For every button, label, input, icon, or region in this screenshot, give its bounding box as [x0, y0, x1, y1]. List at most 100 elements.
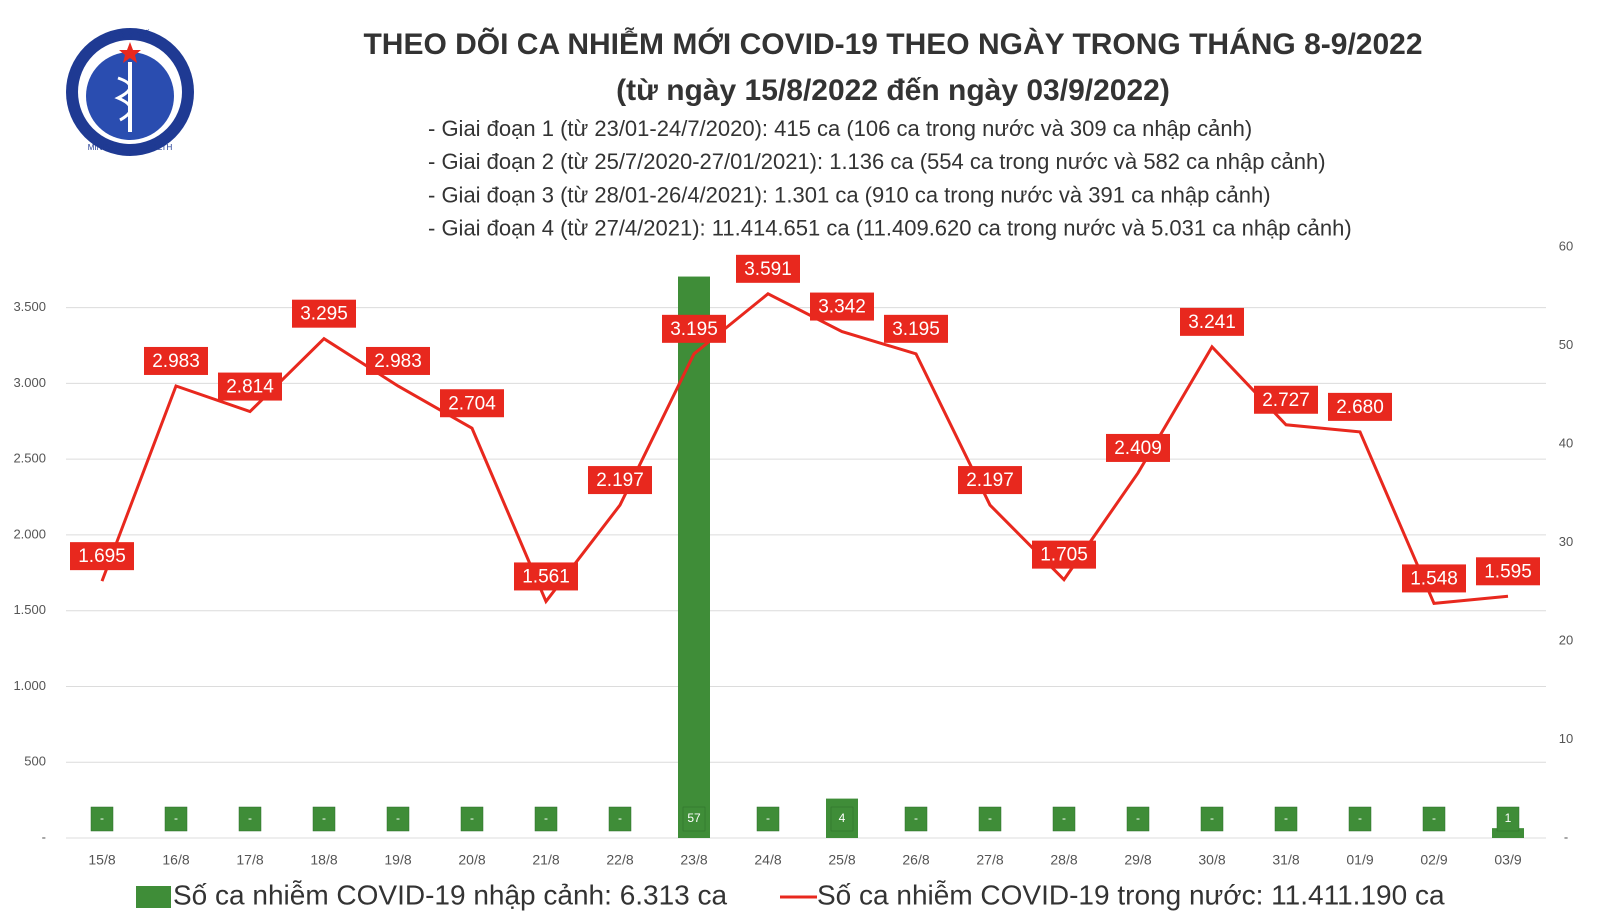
y-tick-label: 500	[24, 754, 46, 769]
x-tick-label: 19/8	[384, 852, 411, 868]
bar-label-box	[460, 806, 484, 832]
note: - Giai đoạn 4 (từ 27/4/2021): 11.414.651…	[428, 216, 1352, 241]
y2-tick-label: 20	[1559, 632, 1573, 647]
x-tick-label: 21/8	[532, 852, 559, 868]
data-label-box	[218, 372, 282, 401]
data-label: 3.342	[818, 297, 866, 318]
bar-label: 1	[1505, 811, 1512, 825]
x-tick-label: 28/8	[1050, 852, 1077, 868]
x-tick-label: 17/8	[236, 852, 263, 868]
x-tick-label: 29/8	[1124, 852, 1151, 868]
data-label-box	[1254, 385, 1318, 414]
bar-label: -	[1358, 811, 1362, 825]
legend-label: Số ca nhiễm COVID-19 trong nước: 11.411.…	[817, 879, 1445, 910]
bar-label: -	[766, 811, 770, 825]
y2-tick-label: 50	[1559, 337, 1573, 352]
data-label-box	[292, 299, 356, 328]
logo-snake	[114, 76, 132, 122]
x-tick-label: 01/9	[1346, 852, 1373, 868]
data-label: 2.197	[966, 470, 1014, 491]
bar-label: -	[1136, 811, 1140, 825]
bar-label: -	[174, 811, 178, 825]
data-label-box	[70, 542, 134, 571]
bar-label: -	[1284, 811, 1288, 825]
bar-label: -	[248, 811, 252, 825]
bar-label-box	[682, 806, 706, 832]
bar-label: -	[396, 811, 400, 825]
bar-label-box	[978, 806, 1002, 832]
x-tick-label: 30/8	[1198, 852, 1225, 868]
logo: BỘ Y TẾ MINISTRY OF HEALTH	[66, 28, 194, 156]
data-label-box	[810, 292, 874, 321]
x-tick-label: 25/8	[828, 852, 855, 868]
x-tick-label: 20/8	[458, 852, 485, 868]
bar-label-box	[312, 806, 336, 832]
data-label: 1.705	[1040, 545, 1088, 566]
bar-label: -	[1062, 811, 1066, 825]
x-tick-label: 02/9	[1420, 852, 1447, 868]
bar-label-box	[1422, 806, 1446, 832]
data-label: 3.295	[300, 304, 348, 325]
y2-tick-label: 40	[1559, 435, 1573, 450]
data-label-box	[1180, 307, 1244, 336]
data-label: 1.595	[1484, 561, 1532, 582]
data-label: 2.409	[1114, 438, 1162, 459]
y2-tick-label: -	[1564, 829, 1568, 844]
x-tick-label: 24/8	[754, 852, 781, 868]
note: - Giai đoạn 1 (từ 23/01-24/7/2020): 415 …	[428, 116, 1252, 141]
bar-label: -	[988, 811, 992, 825]
bar-label-box	[1200, 806, 1224, 832]
data-label: 2.197	[596, 470, 644, 491]
data-label: 1.548	[1410, 568, 1458, 589]
bar-label: -	[470, 811, 474, 825]
bar-label-box	[904, 806, 928, 832]
bar-label-box	[386, 806, 410, 832]
data-label: 2.727	[1262, 390, 1310, 411]
bar-label: -	[1210, 811, 1214, 825]
data-label: 3.195	[892, 319, 940, 340]
logo-top-text: BỘ Y TẾ	[110, 29, 150, 42]
bar-label-box	[830, 806, 854, 832]
chart-title: THEO DÕI CA NHIỄM MỚI COVID-19 THEO NGÀY…	[363, 27, 1422, 61]
y-tick-label: 3.000	[13, 375, 46, 390]
x-tick-label: 26/8	[902, 852, 929, 868]
data-label-box	[662, 314, 726, 343]
data-label-box	[1106, 433, 1170, 462]
y-tick-label: 2.000	[13, 526, 46, 541]
data-label: 3.591	[744, 259, 792, 280]
data-label-box	[1032, 540, 1096, 569]
logo-bottom-text: MINISTRY OF HEALTH	[88, 143, 173, 152]
data-label-box	[958, 466, 1022, 495]
bar-label: -	[914, 811, 918, 825]
data-label: 1.695	[78, 546, 126, 567]
y-tick-label: 1.000	[13, 678, 46, 693]
y-tick-label: 1.500	[13, 602, 46, 617]
data-label: 2.983	[374, 351, 422, 372]
bar-label: -	[322, 811, 326, 825]
bar-label-box	[608, 806, 632, 832]
data-label-box	[1328, 392, 1392, 421]
chart-subtitle: (từ ngày 15/8/2022 đến ngày 03/9/2022)	[616, 74, 1170, 107]
data-label-box	[514, 562, 578, 591]
bar-label-box	[1496, 806, 1520, 832]
data-label: 2.814	[226, 377, 274, 398]
legend-swatch	[136, 886, 171, 908]
bar-label-box	[90, 806, 114, 832]
bar-label-box	[238, 806, 262, 832]
data-label-box	[144, 346, 208, 375]
bar-label: 57	[687, 811, 701, 825]
x-tick-label: 23/8	[680, 852, 707, 868]
data-label: 3.195	[670, 319, 718, 340]
bar-label: -	[544, 811, 548, 825]
x-tick-label: 27/8	[976, 852, 1003, 868]
y2-tick-label: 10	[1559, 731, 1573, 746]
bar	[1492, 828, 1524, 838]
bar-label-box	[534, 806, 558, 832]
data-label: 1.561	[522, 566, 570, 587]
y2-tick-label: 60	[1559, 238, 1573, 253]
data-label-box	[1476, 557, 1540, 586]
bar-label: -	[100, 811, 104, 825]
bar-label-box	[1052, 806, 1076, 832]
bar-label-box	[1274, 806, 1298, 832]
